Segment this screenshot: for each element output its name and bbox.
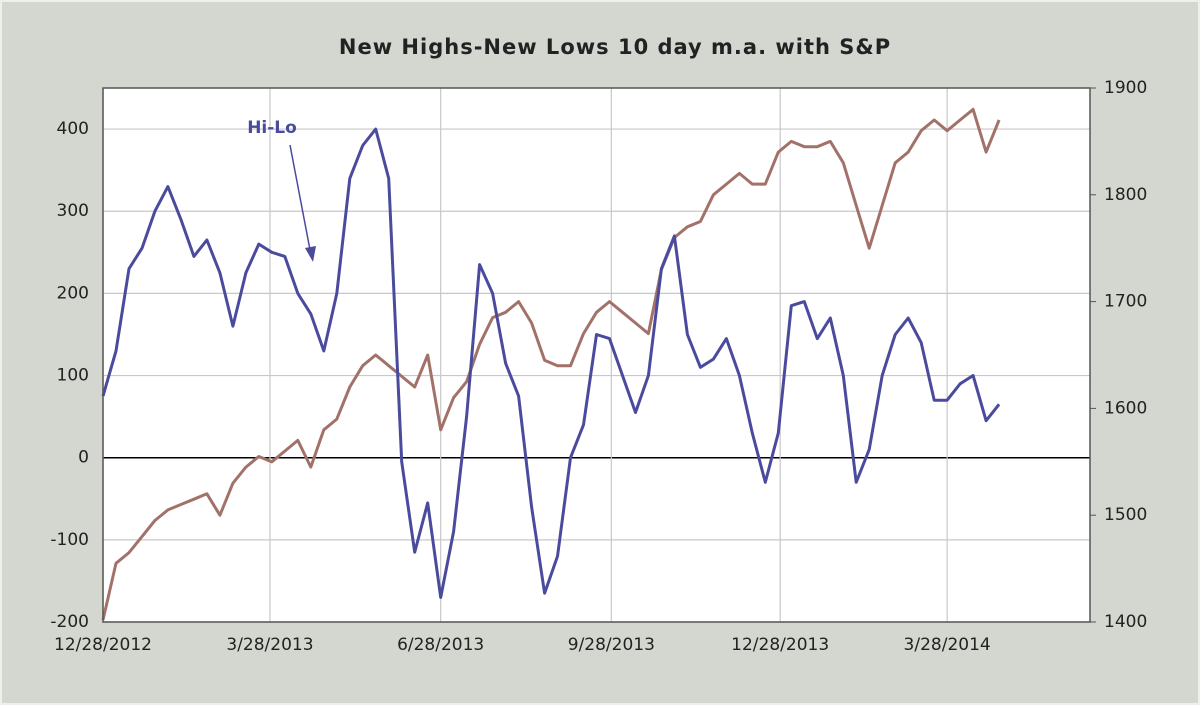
y-tick-label: 300 (57, 201, 89, 221)
y-tick-label: 100 (57, 366, 89, 386)
annotation-arrow (289, 144, 312, 256)
y2-tick-label: 1600 (1104, 398, 1147, 418)
chart-title: New Highs-New Lows 10 day m.a. with S&P (339, 35, 891, 59)
y2-tick-label: 1400 (1104, 612, 1147, 632)
x-tick-label: 9/28/2013 (568, 635, 655, 655)
annotation-arrowhead (305, 246, 316, 262)
series-line (101, 127, 1001, 599)
plot-border (102, 87, 1091, 623)
series-line (101, 107, 1001, 621)
y-tick-label: 0 (78, 448, 89, 468)
y-tick-label: -200 (50, 612, 89, 632)
y2-tick-label: 1700 (1104, 292, 1147, 312)
x-tick-label: 6/28/2013 (397, 635, 484, 655)
y-tick-label: 200 (57, 283, 89, 303)
y2-tick-label: 1500 (1104, 505, 1147, 525)
plot-area (103, 88, 1090, 622)
lines (101, 107, 1001, 621)
x-tick-label: 12/28/2012 (54, 635, 152, 655)
y-tick-label: 400 (57, 119, 89, 139)
y2-tick-label: 1900 (1104, 78, 1147, 98)
x-tick-label: 3/28/2013 (226, 635, 313, 655)
annotation: Hi-Lo (247, 118, 297, 138)
x-tick-label: 12/28/2013 (731, 635, 829, 655)
x-tick-label: 3/28/2014 (904, 635, 991, 655)
y-tick-label: -100 (50, 530, 89, 550)
y2-tick-label: 1800 (1104, 185, 1147, 205)
